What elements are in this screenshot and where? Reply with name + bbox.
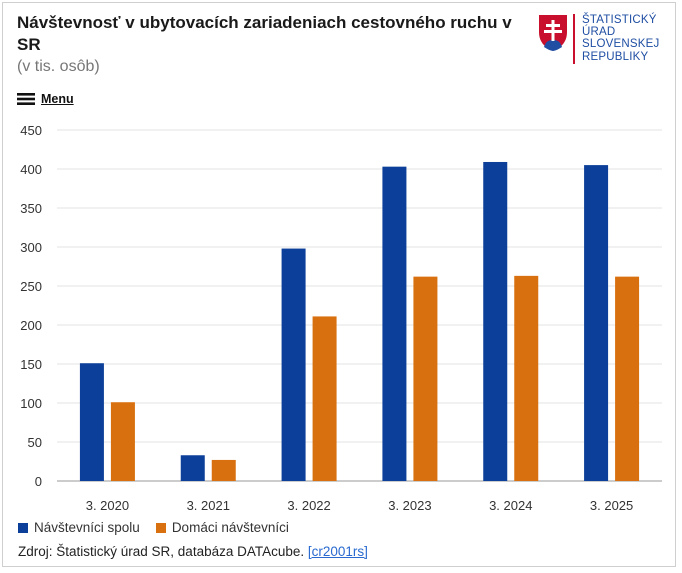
grid-lines xyxy=(57,129,662,482)
y-tick-label: 200 xyxy=(20,318,42,333)
bar-domestic[interactable] xyxy=(211,459,236,481)
bars xyxy=(79,161,640,482)
legend-label-domestic: Domáci návštevníci xyxy=(171,520,289,535)
logo-line: ŠTATISTICKÝ xyxy=(582,14,657,26)
y-tick-label: 50 xyxy=(28,435,42,450)
logo-divider xyxy=(573,14,575,64)
y-tick-label: 350 xyxy=(20,201,42,216)
menu-label: Menu xyxy=(41,92,74,106)
hamburger-icon xyxy=(17,93,35,105)
y-tick-label: 450 xyxy=(20,123,42,138)
logo-line: REPUBLIKY xyxy=(582,50,649,63)
x-tick-label: 3. 2023 xyxy=(388,498,431,513)
y-tick-label: 150 xyxy=(20,357,42,372)
bar-domestic[interactable] xyxy=(312,316,337,481)
x-tick-label: 3. 2022 xyxy=(287,498,330,513)
y-axis-ticks: 0 50 100 150 200 250 300 350 400 450 xyxy=(20,123,42,489)
x-tick-label: 3. 2021 xyxy=(187,498,230,513)
legend-label-total: Návštevníci spolu xyxy=(34,520,140,535)
source-note: Zdroj: Štatistický úrad SR, databáza DAT… xyxy=(18,544,368,559)
legend: Návštevníci spolu Domáci návštevníci xyxy=(18,520,305,535)
chart-title: Návštevnosť v ubytovacích zariadeniach c… xyxy=(17,13,512,54)
bar-domestic[interactable] xyxy=(413,276,438,481)
legend-item-total[interactable]: Návštevníci spolu xyxy=(18,520,140,535)
source-link[interactable]: [cr2001rs] xyxy=(307,544,368,559)
y-tick-label: 250 xyxy=(20,279,42,294)
legend-swatch-total xyxy=(18,522,28,533)
x-tick-label: 3. 2024 xyxy=(489,498,532,513)
legend-item-domestic[interactable]: Domáci návštevníci xyxy=(155,520,289,535)
bar-total[interactable] xyxy=(281,248,306,481)
logo-line: SLOVENSKEJ xyxy=(582,38,660,51)
slovak-coat-of-arms-icon xyxy=(539,15,567,51)
bar-total[interactable] xyxy=(382,166,407,481)
bar-total[interactable] xyxy=(180,455,205,481)
x-tick-label: 3. 2020 xyxy=(86,498,129,513)
logo-line: ÚRAD xyxy=(582,26,616,39)
chart-subtitle: (v tis. osôb) xyxy=(17,58,100,75)
bar-domestic[interactable] xyxy=(615,276,640,481)
y-tick-label: 400 xyxy=(20,162,42,177)
source-text: Zdroj: Štatistický úrad SR, databáza DAT… xyxy=(18,544,305,559)
bar-domestic[interactable] xyxy=(110,402,135,481)
bar-total[interactable] xyxy=(483,161,508,482)
bar-total[interactable] xyxy=(79,363,104,481)
bar-domestic[interactable] xyxy=(514,275,539,481)
x-tick-label: 3. 2025 xyxy=(590,498,633,513)
menu-button[interactable]: Menu xyxy=(17,90,74,108)
y-tick-label: 0 xyxy=(35,474,42,489)
x-axis-ticks: 3. 2020 3. 2021 3. 2022 3. 2023 3. 2024 3. 20… xyxy=(86,498,634,513)
statistical-office-logo[interactable]: ŠTATISTICKÝ ÚRAD SLOVENSKEJ REPUBLIKY xyxy=(538,14,668,68)
legend-swatch-domestic xyxy=(155,522,166,533)
bar-total[interactable] xyxy=(584,165,609,481)
y-tick-label: 100 xyxy=(20,396,42,411)
y-tick-label: 300 xyxy=(20,240,42,255)
logo-text: ŠTATISTICKÝ ÚRAD SLOVENSKEJ REPUBLIKY xyxy=(582,14,659,63)
